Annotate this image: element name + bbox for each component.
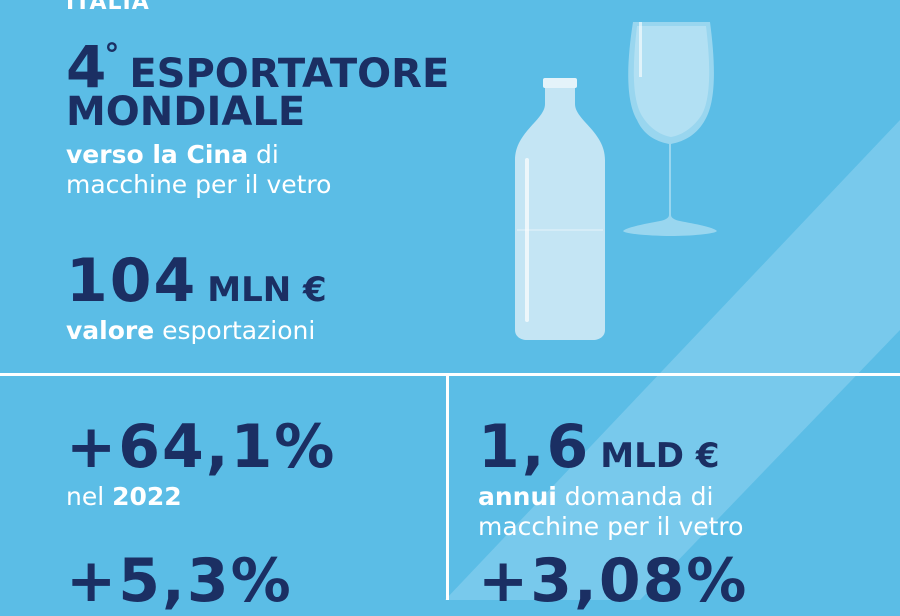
vertical-divider [446,376,449,600]
demand-caption: annui domanda di macchine per il vetro [478,482,743,542]
rank-desc-line2: macchine per il vetro [66,170,332,199]
demand-caption-rest: domanda di [556,482,714,511]
rank-degree: ° [104,38,120,73]
growth-caption-prefix: nel [66,482,113,511]
growth-value: +64,1% [66,412,337,482]
export-value-caption: valore esportazioni [66,316,315,346]
bottle-icon [515,78,605,340]
rank-desc-rest: di [248,140,279,169]
demand-value-number: 1,6 [478,412,591,482]
rank-desc-bold: verso la Cina [66,140,249,169]
country-label: ITALIA [66,0,150,15]
export-caption-bold: valore [66,316,155,345]
export-value-number: 104 [66,246,198,316]
bottle-and-glass-icon [515,22,717,340]
export-value-unit: MLN € [207,270,327,310]
rank-description: verso la Cina di macchine per il vetro [66,140,331,200]
demand-value: 1,6 MLD € [478,412,720,482]
demand-value-secondary: +3,08% [478,546,749,616]
export-caption-rest: esportazioni [154,316,316,345]
growth-caption: nel 2022 [66,482,182,512]
rank-number: 4 [66,33,106,101]
growth-caption-year: 2022 [112,482,182,511]
wine-glass-icon [623,22,717,236]
demand-value-unit: MLD € [600,436,720,476]
demand-caption-bold: annui [478,482,557,511]
export-value: 104 MLN € [66,246,327,316]
rank-title-line2: MONDIALE [66,89,306,136]
rank-title: 4° ESPORTATORE MONDIALE [66,38,450,136]
horizontal-divider [0,373,900,376]
demand-caption-line2: macchine per il vetro [478,512,744,541]
growth-value-secondary: +5,3% [66,546,293,616]
rank-title-line1: ESPORTATORE [129,51,450,97]
